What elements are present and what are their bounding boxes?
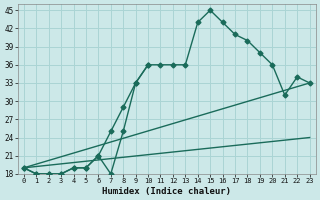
X-axis label: Humidex (Indice chaleur): Humidex (Indice chaleur) — [102, 187, 231, 196]
